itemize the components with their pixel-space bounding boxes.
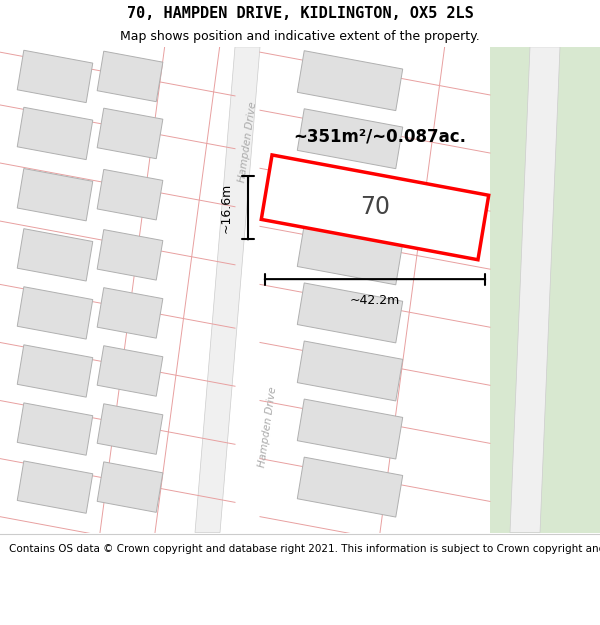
Polygon shape xyxy=(97,229,163,280)
Polygon shape xyxy=(17,403,93,455)
Polygon shape xyxy=(17,287,93,339)
Text: 70, HAMPDEN DRIVE, KIDLINGTON, OX5 2LS: 70, HAMPDEN DRIVE, KIDLINGTON, OX5 2LS xyxy=(127,6,473,21)
Polygon shape xyxy=(297,109,403,169)
Polygon shape xyxy=(261,155,489,260)
Polygon shape xyxy=(297,51,403,111)
Text: ~351m²/~0.087ac.: ~351m²/~0.087ac. xyxy=(293,127,467,146)
Polygon shape xyxy=(297,457,403,517)
Polygon shape xyxy=(297,225,403,285)
Text: ~42.2m: ~42.2m xyxy=(350,294,400,307)
Polygon shape xyxy=(97,169,163,220)
Text: Map shows position and indicative extent of the property.: Map shows position and indicative extent… xyxy=(120,30,480,43)
Polygon shape xyxy=(97,462,163,512)
Polygon shape xyxy=(97,288,163,338)
Polygon shape xyxy=(297,399,403,459)
Polygon shape xyxy=(17,169,93,221)
Text: 70: 70 xyxy=(360,196,390,219)
Polygon shape xyxy=(510,47,560,532)
Polygon shape xyxy=(195,47,260,532)
Polygon shape xyxy=(297,167,403,227)
Text: Hampden Drive: Hampden Drive xyxy=(238,101,259,183)
Polygon shape xyxy=(97,346,163,396)
Polygon shape xyxy=(97,404,163,454)
Polygon shape xyxy=(490,47,600,532)
Polygon shape xyxy=(17,229,93,281)
Polygon shape xyxy=(97,51,163,102)
Polygon shape xyxy=(297,283,403,343)
Polygon shape xyxy=(97,108,163,159)
Polygon shape xyxy=(17,461,93,513)
Polygon shape xyxy=(17,107,93,159)
Text: Contains OS data © Crown copyright and database right 2021. This information is : Contains OS data © Crown copyright and d… xyxy=(9,544,600,554)
Polygon shape xyxy=(17,345,93,397)
Polygon shape xyxy=(17,50,93,102)
Polygon shape xyxy=(297,341,403,401)
Text: Hampden Drive: Hampden Drive xyxy=(257,386,278,468)
Text: ~16.6m: ~16.6m xyxy=(220,182,233,233)
